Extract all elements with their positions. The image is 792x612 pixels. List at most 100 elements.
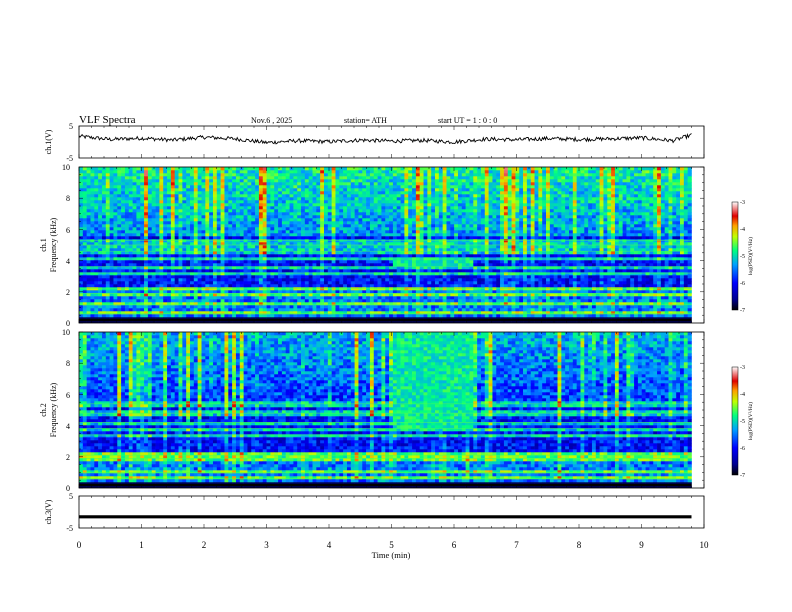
spec-cell <box>239 191 244 195</box>
spec-cell <box>82 290 87 294</box>
spec-cell <box>427 224 432 228</box>
spec-cell <box>258 245 264 249</box>
spec-cell <box>412 203 417 207</box>
spec-cell <box>324 197 329 201</box>
spec-cell <box>178 263 183 267</box>
spec-cell <box>312 251 317 255</box>
spec-cell <box>79 266 84 270</box>
spec-cell <box>435 311 440 315</box>
spec-cell <box>343 254 348 258</box>
spec-cell <box>419 320 424 323</box>
spec-cell <box>278 284 283 288</box>
spec-cell <box>339 191 344 195</box>
spec-cell <box>408 185 413 189</box>
spec-cell <box>136 251 141 255</box>
spec-cell <box>327 284 332 288</box>
spec-cell <box>182 281 187 285</box>
spec-cell <box>415 179 421 183</box>
spec-cell <box>136 317 141 321</box>
spec-cell <box>228 296 233 300</box>
spec-cell <box>94 176 99 180</box>
spec-cell <box>170 203 176 207</box>
spec-cell <box>79 296 84 300</box>
spec-cell <box>144 191 149 195</box>
spec-cell <box>346 224 352 228</box>
spec-cell <box>316 224 321 228</box>
spec-cell <box>308 266 313 270</box>
spec-cell <box>94 230 99 234</box>
spec-cell <box>431 194 436 198</box>
spec-cell <box>385 185 390 189</box>
spec-cell <box>159 251 164 255</box>
spec-cell <box>419 293 424 297</box>
spec-cell <box>90 197 95 201</box>
spec-cell <box>190 221 195 225</box>
spec-cell <box>289 263 294 267</box>
spec-cell <box>79 254 84 258</box>
spec-cell <box>98 263 103 267</box>
spec-cell <box>101 191 107 195</box>
spec-cell <box>147 266 153 270</box>
spec-cell <box>435 212 440 216</box>
spec-cell <box>212 308 218 312</box>
spec-cell <box>186 305 191 309</box>
spec-cell <box>98 305 103 309</box>
spec-cell <box>105 269 110 273</box>
spec-cell <box>423 191 428 195</box>
spec-cell <box>159 215 164 219</box>
spec-cell <box>324 248 329 252</box>
spec-cell <box>358 206 363 210</box>
spec-cell <box>293 290 298 294</box>
spec-cell <box>369 176 375 180</box>
spec-cell <box>251 194 256 198</box>
spec-cell <box>362 233 367 237</box>
spec-cell <box>224 230 229 234</box>
spec-cell <box>216 293 221 297</box>
spec-cell <box>86 218 91 222</box>
spec-cell <box>358 212 363 216</box>
spec-cell <box>320 182 325 186</box>
spec-cell <box>385 260 390 264</box>
spec-cell <box>109 176 114 180</box>
spec-cell <box>366 227 371 231</box>
spec-cell <box>377 170 382 174</box>
spec-cell <box>170 269 176 273</box>
spec-cell <box>346 320 352 323</box>
spec-cell <box>201 263 206 267</box>
spec-cell <box>232 167 237 171</box>
spec-cell <box>427 197 432 201</box>
spec-cell <box>304 320 309 323</box>
spec-cell <box>224 206 229 210</box>
spec-cell <box>235 251 241 255</box>
spec-cell <box>239 299 244 303</box>
spec-cell <box>132 182 137 186</box>
spec-cell <box>358 194 363 198</box>
spec-cell <box>408 278 413 282</box>
spec-cell <box>400 182 405 186</box>
spec-cell <box>339 176 344 180</box>
spec-cell <box>197 245 202 249</box>
spec-cell <box>128 218 133 222</box>
spec-cell <box>362 182 367 186</box>
spec-cell <box>205 260 210 264</box>
spec-cell <box>101 245 107 249</box>
spec-cell <box>216 182 221 186</box>
spec-cell <box>178 209 183 213</box>
spec-cell <box>335 299 340 303</box>
spec-cell <box>163 308 168 312</box>
spec-cell <box>304 188 309 192</box>
spec-cell <box>396 284 401 288</box>
spec-cell <box>251 296 256 300</box>
spec-cell <box>124 263 130 267</box>
spec-cell <box>400 209 405 213</box>
spec-cell <box>281 269 287 273</box>
spec-cell <box>216 233 221 237</box>
spec-cell <box>297 314 302 318</box>
spec-cell <box>293 320 298 323</box>
spec-cell <box>308 179 313 183</box>
spec-cell <box>316 194 321 198</box>
spec-cell <box>182 206 187 210</box>
spec-cell <box>247 263 252 267</box>
spec-cell <box>247 185 252 189</box>
spec-cell <box>190 203 195 207</box>
